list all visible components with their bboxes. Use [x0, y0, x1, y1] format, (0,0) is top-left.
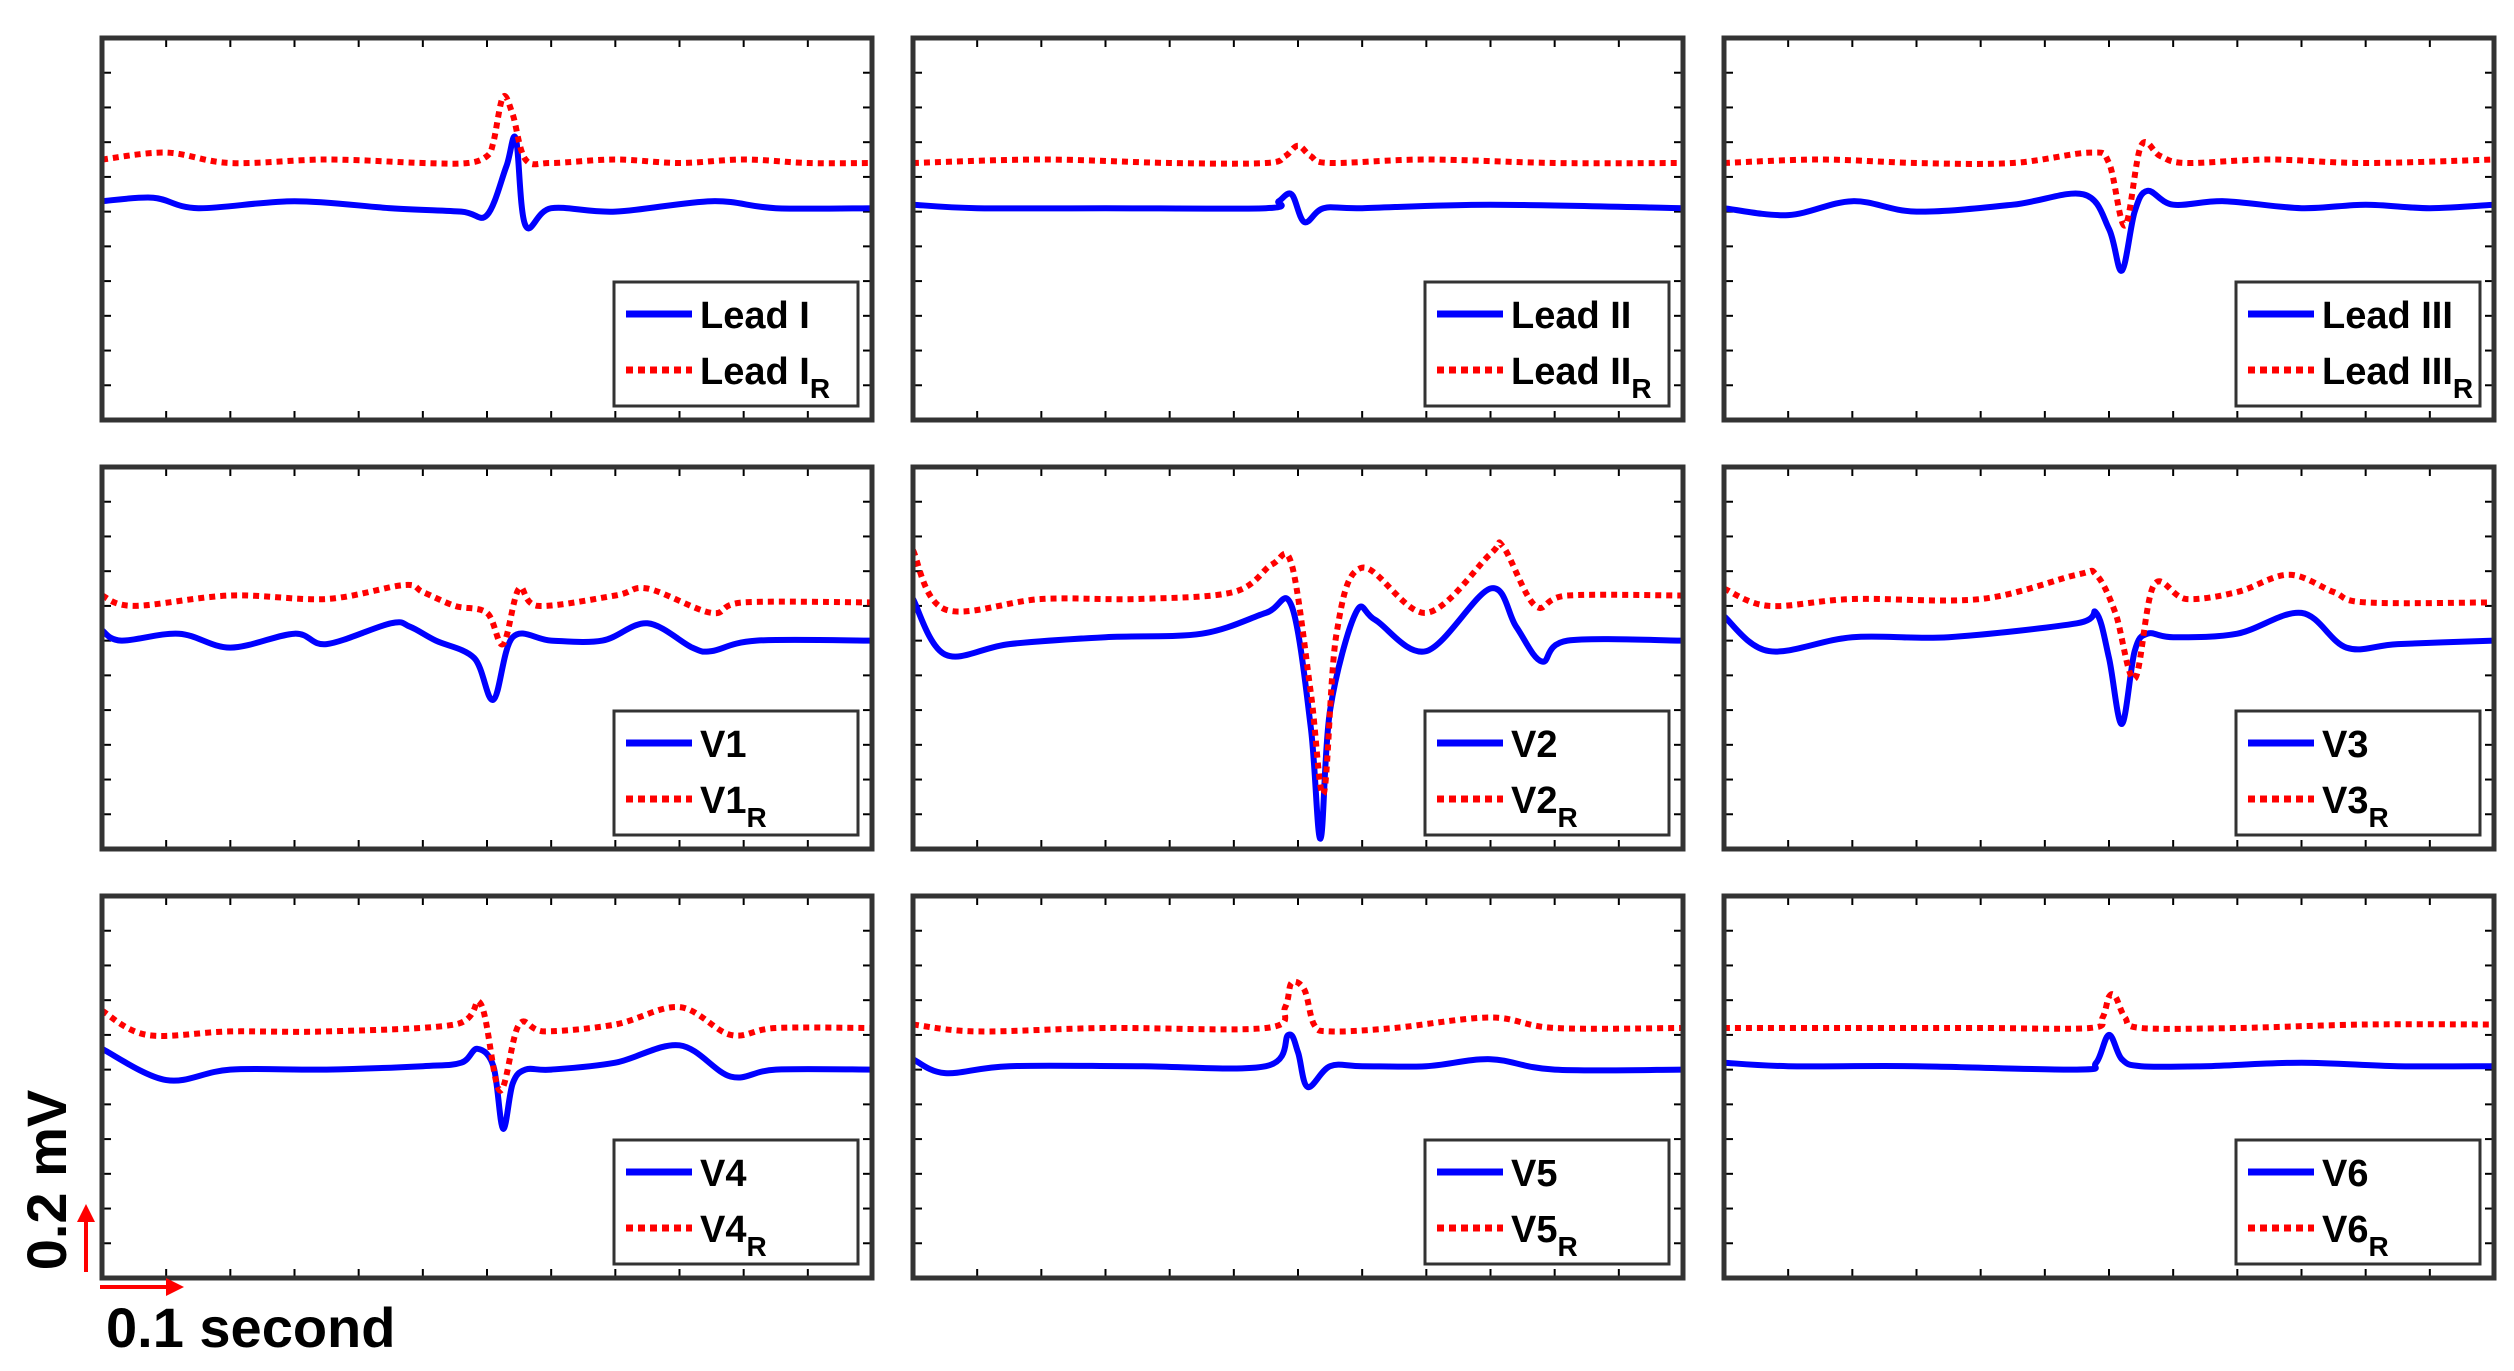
legend-subscript: R [746, 1231, 766, 1262]
legend-box [612, 709, 860, 837]
legend-subscript: R [746, 802, 766, 833]
y-scalebar-arrow [77, 1204, 95, 1272]
series-line-measured [102, 133, 872, 232]
legend-subscript: R [2453, 373, 2473, 404]
legend-label-measured: V1 [700, 724, 746, 766]
series-line-measured [1724, 187, 2494, 274]
series-line-measured [102, 1042, 872, 1132]
series-line-reconstructed [102, 581, 872, 648]
legend-box [1423, 1138, 1671, 1266]
legend-box [1423, 280, 1671, 408]
legend-subscript: R [2368, 802, 2388, 833]
axes-frame [99, 35, 875, 423]
legend-subscript: R [1557, 1231, 1577, 1262]
legend-subscript: R [810, 373, 830, 404]
legend-label-measured: V2 [1511, 724, 1557, 766]
series-line-measured [913, 190, 1683, 226]
series-line-reconstructed [1724, 139, 2494, 229]
y-scalebar-label: 0.2 mV [15, 1090, 78, 1271]
series-line-reconstructed [102, 93, 872, 168]
axes-frame [910, 35, 1686, 423]
scalebar-group: 0.2 mV 0.1 second [15, 1090, 395, 1359]
legend-box [2234, 1138, 2482, 1266]
series-line-measured [1724, 608, 2494, 728]
axes-frame [99, 464, 875, 852]
legend-label-measured: V3 [2322, 724, 2368, 766]
legend-subscript: R [1557, 802, 1577, 833]
legend-label-measured: Lead II [1511, 295, 1631, 337]
legend-box [2234, 280, 2482, 408]
x-scalebar-arrow [100, 1278, 184, 1296]
axes-frame [99, 893, 875, 1281]
series-line-reconstructed [1724, 991, 2494, 1032]
series-line-measured [102, 619, 872, 703]
axes-frame [910, 464, 1686, 852]
legend-subscript: R [1631, 373, 1651, 404]
legend-box [612, 1138, 860, 1266]
legend-box [2234, 709, 2482, 837]
series-line-reconstructed [913, 142, 1683, 167]
series-line-measured [913, 585, 1683, 842]
axes-frame [1721, 464, 2497, 852]
legend-box [612, 280, 860, 408]
series-line-reconstructed [913, 539, 1683, 798]
series-line-measured [913, 1031, 1683, 1091]
series-line-reconstructed [102, 998, 872, 1094]
legend-label-measured: Lead I [700, 295, 810, 337]
legend-subscript: R [2368, 1231, 2388, 1262]
legend-box [1423, 709, 1671, 837]
x-scalebar-label: 0.1 second [106, 1296, 395, 1359]
series-line-reconstructed [913, 978, 1683, 1035]
legend-label-measured: V6 [2322, 1153, 2368, 1195]
axes-frame [1721, 893, 2497, 1281]
legend-label-measured: V5 [1511, 1153, 1557, 1195]
axes-frame [1721, 35, 2497, 423]
series-line-measured [1724, 1031, 2494, 1073]
axes-frame [910, 893, 1686, 1281]
legend-label-measured: Lead III [2322, 295, 2453, 337]
legend-label-measured: V4 [700, 1153, 746, 1195]
